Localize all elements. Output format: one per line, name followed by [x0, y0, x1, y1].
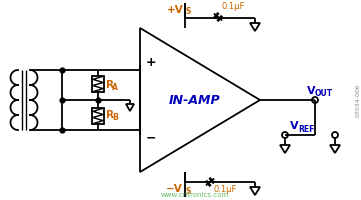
Text: V: V	[307, 86, 316, 96]
Text: OUT: OUT	[315, 90, 333, 98]
Text: V: V	[290, 121, 299, 131]
Text: www.cntronics.com: www.cntronics.com	[161, 192, 229, 198]
Text: −: −	[146, 132, 157, 144]
Text: S: S	[186, 187, 191, 196]
Text: R: R	[106, 110, 114, 120]
Bar	[62, 70, 140, 130]
Bar	[92, 76, 104, 92]
Text: 0.1μF: 0.1μF	[222, 2, 245, 11]
Text: S: S	[186, 7, 191, 16]
Text: IN-AMP: IN-AMP	[169, 94, 221, 106]
Text: R: R	[106, 80, 114, 90]
Text: 0.1μF: 0.1μF	[214, 185, 238, 194]
Text: +: +	[146, 55, 157, 68]
Text: REF: REF	[298, 124, 314, 134]
Text: B: B	[112, 114, 118, 122]
Text: 07034-006: 07034-006	[356, 83, 361, 117]
Text: A: A	[112, 84, 118, 92]
Text: +V: +V	[167, 5, 184, 15]
Text: −V: −V	[166, 184, 183, 194]
Bar	[92, 108, 104, 124]
